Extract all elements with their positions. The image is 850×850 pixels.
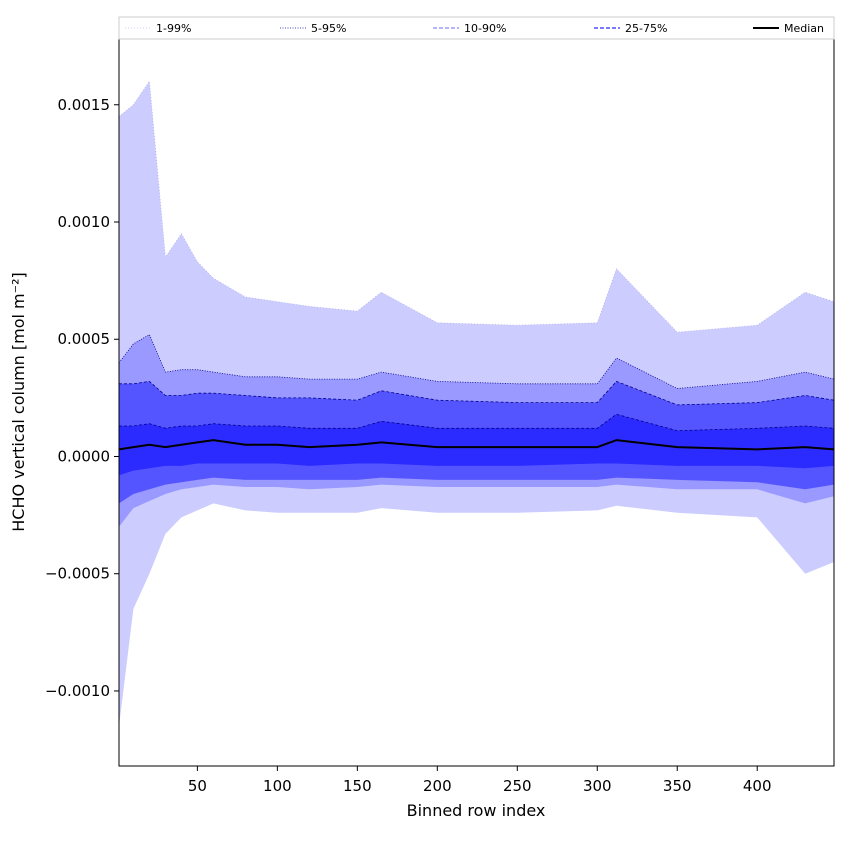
band-upper-line-1-99 <box>118 80 835 333</box>
band-25-75 <box>119 414 834 476</box>
y-tick-label: −0.0010 <box>45 682 110 700</box>
y-tick-label: 0.0010 <box>58 213 111 231</box>
legend-label-3: 10-90% <box>464 22 506 35</box>
legend: 1-99% 5-95% 10-90% 25-75% Median <box>118 16 835 40</box>
y-tick-label: 0.0015 <box>58 96 111 114</box>
x-tick-label: 350 <box>663 777 692 795</box>
y-tick-label: −0.0005 <box>45 565 110 583</box>
percentile-lines <box>118 80 835 451</box>
y-axis-title: HCHO vertical column [mol m⁻²] <box>9 272 28 531</box>
legend-label-2: 5-95% <box>311 22 346 35</box>
x-tick-label: 400 <box>743 777 772 795</box>
x-tick-label: 300 <box>583 777 612 795</box>
x-axis-title: Binned row index <box>407 801 546 820</box>
legend-box <box>118 16 835 40</box>
legend-label-1: 1-99% <box>156 22 191 35</box>
x-tick-label: 100 <box>263 777 292 795</box>
x-tick-label: 50 <box>188 777 207 795</box>
x-tick-label: 250 <box>503 777 532 795</box>
y-axis-ticks: −0.0010 −0.0005 0.0000 0.0005 0.0010 0.0015 <box>45 96 119 700</box>
band-upper-line-10-90 <box>119 380 835 406</box>
band-upper-line-25-75 <box>119 413 835 432</box>
x-axis-ticks: 50 100 150 200 250 300 350 400 <box>188 766 772 795</box>
percentile-bands <box>119 81 834 727</box>
x-tick-label: 150 <box>343 777 372 795</box>
x-tick-label: 200 <box>423 777 452 795</box>
legend-label-4: 25-75% <box>625 22 667 35</box>
y-tick-label: 0.0000 <box>58 447 111 465</box>
legend-label-5: Median <box>784 22 824 35</box>
y-tick-label: 0.0005 <box>58 330 111 348</box>
median-line <box>118 439 835 451</box>
band-upper-line-5-95 <box>118 334 835 389</box>
